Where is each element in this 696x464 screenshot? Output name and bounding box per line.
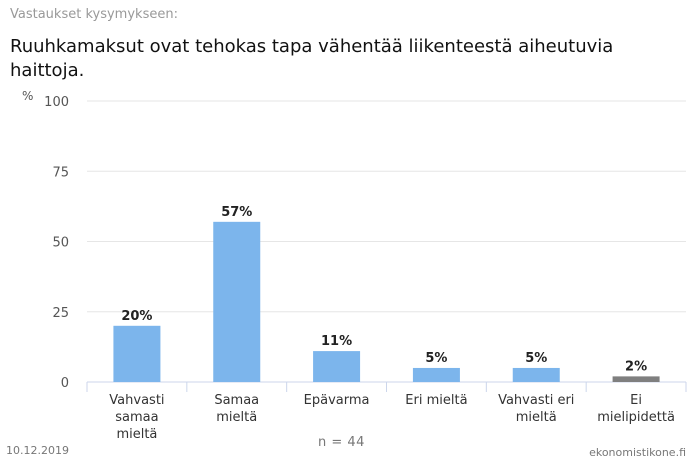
x-tick-label: Vahvasti (109, 393, 164, 408)
bar (412, 367, 460, 382)
data-label: 5% (425, 351, 447, 366)
x-tick-label: Ei (630, 393, 642, 408)
chart-title: Ruuhkamaksut ovat tehokas tapa vähentää … (10, 36, 614, 81)
bar (213, 221, 261, 382)
data-label: 2% (625, 359, 647, 374)
x-tick-label: samaa (115, 410, 158, 425)
x-tick-label: Vahvasti eri (498, 393, 574, 408)
x-tick-label: mieltä (116, 427, 157, 442)
y-tick-label: 25 (52, 306, 69, 321)
data-label: 20% (121, 309, 152, 324)
data-label: 5% (525, 351, 547, 366)
data-label: 57% (221, 205, 252, 220)
y-tick-label: 100 (44, 95, 69, 110)
x-tick-label: mielipidettä (597, 410, 675, 425)
x-tick-label: Epävarma (304, 393, 370, 408)
x-tick-label: mieltä (216, 410, 257, 425)
sample-size-label: n = 44 (318, 435, 365, 450)
bar (612, 376, 660, 382)
y-tick-label: 50 (52, 236, 69, 251)
bar (113, 325, 161, 382)
y-tick-label: 75 (52, 165, 69, 180)
chart-subtitle: Vastaukset kysymykseen: (10, 7, 178, 22)
x-tick-label: mieltä (516, 410, 557, 425)
footer-source: ekonomistikone.fi (589, 446, 686, 459)
y-axis-label: % (22, 89, 33, 103)
x-tick-label: Eri mieltä (405, 393, 467, 408)
x-tick-label: Samaa (214, 393, 259, 408)
bar (512, 367, 560, 382)
y-tick-label: 0 (61, 376, 69, 391)
footer-date: 10.12.2019 (6, 444, 69, 457)
data-label: 11% (321, 334, 352, 349)
bar (313, 351, 361, 382)
